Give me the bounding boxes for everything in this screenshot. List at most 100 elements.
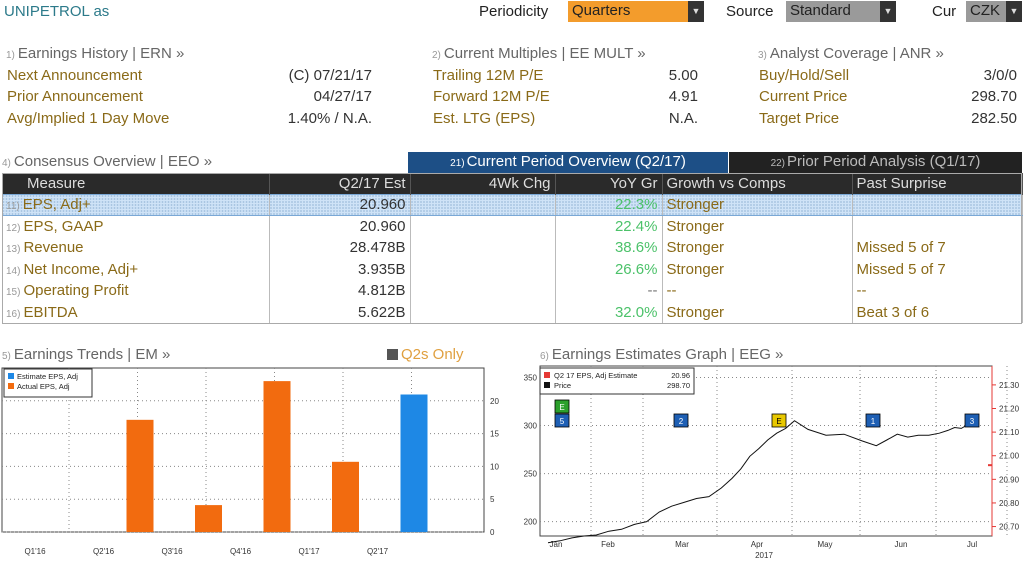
- measure-label: Revenue: [23, 239, 84, 257]
- legend-swatch: [8, 383, 14, 389]
- avg-move-value: 1.40% / N.A.: [287, 110, 372, 127]
- currency-label: Cur: [932, 3, 957, 20]
- yoy-cell: 22.3%: [555, 193, 663, 216]
- section-title: Earnings History | ERN »: [17, 45, 185, 62]
- surprise-cell: --: [852, 280, 1023, 302]
- section-number: 1): [6, 50, 15, 61]
- earnings-trends-header[interactable]: 5) Earnings Trends | EM »: [2, 346, 170, 363]
- forward-pe-label: Forward 12M P/E: [433, 88, 550, 105]
- surprise-cell: Beat 3 of 6: [852, 301, 1023, 323]
- price-line: [547, 420, 975, 544]
- legend-label: Estimate EPS, Adj: [17, 372, 78, 381]
- trailing-pe-label: Trailing 12M P/E: [433, 67, 544, 84]
- surprise-cell: [852, 215, 1023, 237]
- measure-label: Operating Profit: [23, 282, 129, 300]
- prior-announcement-value: 04/27/17: [313, 88, 372, 105]
- y-tick-label: 300: [524, 422, 538, 431]
- earnings-trends-chart: 0 5 10 15 20 Q1'16 Q2'16 Q3'16 Q4'16 Q1'17 Q2'17 Es…: [1, 367, 499, 556]
- y-tick-label: 0: [490, 528, 495, 537]
- table-row[interactable]: 11) EPS, Adj+ 20.960 22.3% Stronger: [2, 193, 1023, 216]
- chg-cell: [410, 215, 556, 237]
- y-tick-label: 20: [490, 397, 499, 406]
- tab-prior-period[interactable]: 22) Prior Period Analysis (Q1/17): [729, 152, 1022, 173]
- right-tick-label: 20.90: [999, 475, 1020, 484]
- tab-current-period[interactable]: 21) Current Period Overview (Q2/17): [408, 152, 728, 173]
- column-header-past-surprise[interactable]: Past Surprise: [852, 173, 1023, 194]
- buy-hold-sell-value: 3/0/0: [983, 67, 1017, 84]
- row-number: 11): [6, 201, 20, 213]
- yoy-cell: 38.6%: [555, 237, 663, 259]
- right-tick-label: 21.00: [999, 452, 1020, 461]
- legend-box: [3, 368, 93, 398]
- legend-label: Actual EPS, Adj: [17, 382, 70, 391]
- x-tick-label: Mar: [675, 540, 689, 549]
- consensus-table: Measure Q2/17 Est 4Wk Chg YoY Gr Growth …: [2, 173, 1023, 323]
- event-marker: [673, 413, 689, 428]
- column-header-yoy-gr[interactable]: YoY Gr: [555, 173, 663, 194]
- section-number: 4): [2, 158, 11, 169]
- event-marker: [554, 413, 570, 428]
- trailing-pe-value: 5.00: [668, 67, 698, 84]
- event-marker-label: 2: [679, 417, 684, 426]
- source-select[interactable]: Standard ▼: [786, 1, 896, 22]
- currency-select[interactable]: CZK ▼: [966, 1, 1022, 22]
- chevron-down-icon: ▼: [1006, 1, 1022, 22]
- measure-cell: 11) EPS, Adj+: [2, 193, 270, 216]
- source-value: Standard: [790, 2, 851, 19]
- bar: [126, 419, 154, 532]
- measure-cell: 13) Revenue: [2, 237, 270, 259]
- table-row[interactable]: 12) EPS, GAAP 20.960 22.4% Stronger: [2, 215, 1023, 237]
- currency-value: CZK: [970, 2, 1000, 19]
- table-row[interactable]: 16) EBITDA 5.622B 32.0% Stronger Beat 3 o…: [2, 301, 1023, 323]
- growth-cell: Stronger: [662, 258, 853, 280]
- consensus-overview-header[interactable]: 4) Consensus Overview | EEO »: [2, 153, 212, 170]
- table-row[interactable]: 13) Revenue 28.478B 38.6% Stronger Missed…: [2, 237, 1023, 259]
- estimates-graph-header[interactable]: 6) Earnings Estimates Graph | EEG »: [540, 346, 783, 363]
- x-tick-label: May: [817, 540, 832, 549]
- avg-move-label: Avg/Implied 1 Day Move: [7, 110, 170, 127]
- legend-box: [539, 367, 695, 395]
- x-tick-label: Q1'16: [24, 547, 46, 556]
- tab-number: 22): [770, 158, 786, 169]
- column-header-4wk-chg[interactable]: 4Wk Chg: [410, 173, 556, 194]
- ltg-label: Est. LTG (EPS): [433, 110, 536, 127]
- legend-value: 20.96: [671, 371, 690, 380]
- y-tick-label: 250: [524, 470, 538, 479]
- growth-cell: Stronger: [662, 301, 853, 323]
- section-number: 5): [2, 351, 11, 362]
- periodicity-label: Periodicity: [479, 3, 549, 20]
- column-header-est[interactable]: Q2/17 Est: [269, 173, 411, 194]
- table-row[interactable]: 15) Operating Profit 4.812B -- -- --: [2, 280, 1023, 302]
- event-marker-label: E: [776, 417, 781, 426]
- q2s-only-toggle[interactable]: Q2s Only: [387, 346, 464, 363]
- legend-value: 298.70: [667, 381, 690, 390]
- est-cell: 5.622B: [269, 301, 411, 323]
- yoy-cell: 32.0%: [555, 301, 663, 323]
- est-cell: 3.935B: [269, 258, 411, 280]
- x-tick-label: Q2'17: [367, 547, 389, 556]
- tab-label: Prior Period Analysis (Q1/17): [787, 153, 981, 170]
- right-tick-label: 20.70: [999, 523, 1020, 532]
- table-row[interactable]: 14) Net Income, Adj+ 3.935B 26.6% Stronge…: [2, 258, 1023, 280]
- security-title[interactable]: UNIPETROL as: [4, 3, 110, 20]
- x-tick-label: Apr: [751, 540, 764, 549]
- earnings-history-header[interactable]: 1) Earnings History | ERN »: [6, 45, 184, 62]
- x-tick-label: Q3'16: [161, 547, 183, 556]
- current-multiples-header[interactable]: 2) Current Multiples | EE MULT »: [432, 45, 646, 62]
- periodicity-select[interactable]: Quarters ▼: [568, 1, 704, 22]
- section-title: Current Multiples | EE MULT »: [443, 45, 646, 62]
- est-cell: 20.960: [269, 193, 411, 216]
- buy-hold-sell-label: Buy/Hold/Sell: [759, 67, 850, 84]
- legend-swatch: [8, 373, 14, 379]
- measure-label: Net Income, Adj+: [23, 260, 139, 278]
- measure-label: EBITDA: [23, 303, 78, 321]
- x-tick-label: Q1'17: [298, 547, 320, 556]
- header-bar: UNIPETROL as Periodicity Quarters ▼ Sour…: [0, 0, 1024, 24]
- forward-pe-value: 4.91: [668, 88, 698, 105]
- column-header-growth-vs-comps[interactable]: Growth vs Comps: [662, 173, 853, 194]
- column-header-measure[interactable]: Measure: [2, 173, 270, 194]
- row-number: 14): [6, 265, 21, 277]
- measure-cell: 12) EPS, GAAP: [2, 215, 270, 237]
- surprise-cell: Missed 5 of 7: [852, 237, 1023, 259]
- analyst-coverage-header[interactable]: 3) Analyst Coverage | ANR »: [758, 45, 944, 62]
